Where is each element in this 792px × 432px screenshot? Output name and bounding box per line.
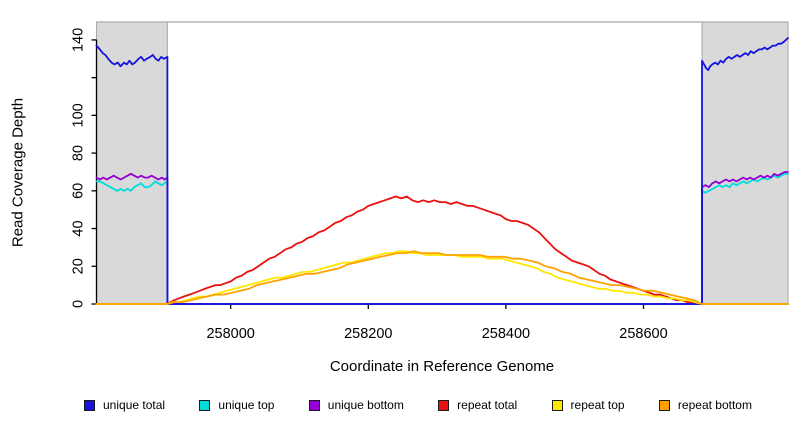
x-tick-label: 258400 [482,326,530,342]
series-line-unique-bottom [95,171,789,305]
legend-item: repeat top [551,398,625,412]
legend-item: unique total [84,398,165,412]
series-line-unique-total [95,37,789,305]
y-tick-label: 20 [71,258,87,274]
legend-label: unique bottom [327,398,404,412]
legend-label: repeat total [457,398,518,412]
y-tick-label: 140 [71,28,87,52]
series-line-unique-top [95,172,789,305]
legend-swatch [308,399,320,411]
legend-label: repeat bottom [677,398,752,412]
legend-swatch [438,399,450,411]
y-axis-label: Read Coverage Depth [9,97,27,248]
legend-swatch [658,399,670,411]
y-tick-label: 60 [71,183,87,199]
legend-label: repeat top [570,398,625,412]
legend-item: repeat bottom [658,398,752,412]
legend-label: unique top [218,398,275,412]
x-tick-label: 258000 [206,326,254,342]
legend-swatch [84,399,95,411]
series-line-repeat-top [95,250,789,305]
series-line-repeat-total [95,195,789,305]
y-tick-label: 40 [71,220,87,236]
y-tick-label: 100 [71,103,87,127]
legend-swatch [199,399,211,411]
y-tick-label: 80 [71,145,87,161]
legend-item: unique bottom [308,398,404,412]
y-tick-label: 0 [71,300,87,308]
legend-item: unique top [199,398,274,412]
x-tick-label: 258600 [619,326,667,342]
x-tick-label: 258200 [344,326,392,342]
legend-item: repeat total [438,398,517,412]
legend-label: unique total [103,398,166,412]
legend-swatch [551,399,563,411]
legend: unique total unique top unique bottom re… [84,398,752,412]
shaded-flank-region [701,21,789,305]
series-line-repeat-bottom [95,250,789,305]
x-axis-label: Coordinate in Reference Genome [329,358,555,375]
